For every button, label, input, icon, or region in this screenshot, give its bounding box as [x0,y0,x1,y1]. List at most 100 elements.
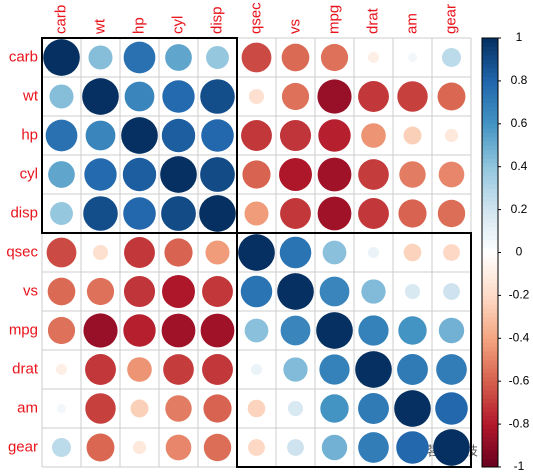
colorbar-segment [482,308,498,314]
colorbar-segment [482,110,498,116]
corr-circle [397,81,428,112]
colorbar-segment [482,424,498,429]
corr-circle [49,84,74,109]
corr-circle [241,120,272,151]
colorbar-segment [482,415,498,421]
corr-circle [279,158,312,191]
corr-circle [130,399,149,418]
corr-circle [443,244,460,261]
colorbar-segment [482,222,498,228]
corr-circle [123,275,156,308]
corr-circle [56,364,67,375]
colorbar-segment [482,50,498,56]
corr-circle [320,43,349,72]
corr-circle [368,52,379,63]
colorbar-tick-label: -0.6 [509,373,530,387]
colorbar-segment [482,149,498,155]
colorbar-segment [482,123,498,129]
corr-circle [283,357,308,382]
colorbar-segment [482,252,498,258]
corr-circle [121,117,158,154]
column-label: gear [442,4,459,34]
colorbar-segment [482,235,498,241]
corr-circle [203,394,232,423]
colorbar-segment [482,295,498,301]
corr-circle [318,119,351,152]
colorbar-segment [482,106,498,112]
column-label: mpg [325,5,342,34]
corr-circle [84,158,117,191]
row-label: gear [8,438,38,455]
colorbar-segment [482,256,498,262]
corr-circle [358,393,389,424]
corr-circle [165,44,192,71]
corr-circle [317,79,352,114]
corr-circle [316,312,353,349]
colorbar-segment [482,158,498,163]
corr-circle [164,238,193,267]
row-label: carb [9,48,38,65]
corr-circle [123,314,156,347]
colorbar-segment [482,273,498,279]
colorbar-segment [482,316,498,322]
corr-circle [317,157,352,192]
column-label: disp [208,6,225,34]
colorbar-segment [482,63,498,69]
row-label: hp [21,126,38,143]
row-label: wt [22,87,39,104]
colorbar-segment [482,402,498,408]
corr-circle [244,201,269,226]
colorbar-tick-label: -0.4 [509,330,530,344]
colorbar-segment [482,381,498,386]
colorbar-segment [482,303,498,309]
corr-circle [201,119,234,152]
colorbar-segment [482,428,498,434]
colorbar-tick-label: -1 [514,459,525,473]
colorbar-segment [482,68,498,73]
corr-circle [88,45,113,70]
colorbar-tick-label: -0.2 [509,288,530,302]
colorbar-segment [482,85,498,90]
corr-circle [408,53,417,62]
row-label: qsec [6,243,38,260]
corr-circle [244,318,269,343]
corr-circle [47,277,76,306]
colorbar-segment [482,406,498,412]
corr-circle [83,196,118,231]
corr-circle [57,404,66,413]
colorbar-segment [482,209,498,215]
colorbar-tick-label: 0.6 [511,116,528,130]
corr-circle [92,244,109,261]
colorbar-segment [482,136,498,142]
corr-circle [319,354,350,385]
corr-circle [123,41,156,74]
corr-circle [443,283,460,300]
corr-circle [83,313,118,348]
colorbar-segment [482,226,498,232]
colorbar-segment [482,59,498,65]
colorbar-segment [482,265,498,271]
colorbar-segment [482,213,498,219]
colorbar-segment [482,239,498,245]
colorbar-segment [482,93,498,99]
colorbar-segment [482,42,498,48]
corr-circle [122,157,157,192]
colorbar-segment [482,364,498,369]
corr-circle [320,394,349,423]
colorbar-tick-label: 0 [516,245,523,259]
colorbar-segment [482,329,498,335]
corr-circle [396,431,429,464]
colorbar-segment [482,98,498,103]
colorbar-segment [482,231,498,236]
corr-circle [163,354,194,385]
corr-circle [205,240,230,265]
corr-circle [85,120,116,151]
corr-circle [242,160,271,189]
corr-circle [206,46,229,69]
corr-circle [437,199,466,228]
corr-circle [241,42,272,73]
colorbar-segment [482,445,498,451]
corr-circle [247,399,266,418]
colorbar-segment [482,201,498,206]
corr-circle [200,313,235,348]
